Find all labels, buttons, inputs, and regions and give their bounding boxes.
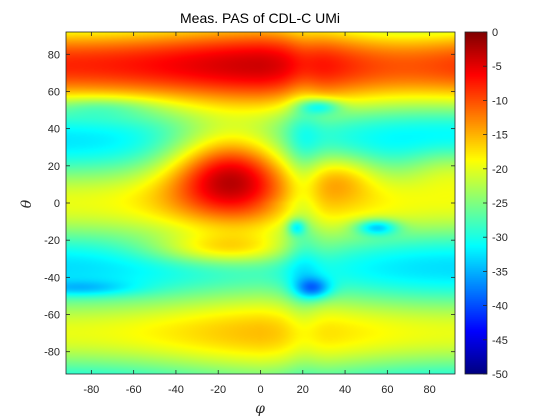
plot-area xyxy=(65,31,456,375)
colorbar-tick-label: -45 xyxy=(492,335,508,347)
colorbar-image xyxy=(465,32,487,374)
y-tick-label: -20 xyxy=(44,235,60,247)
y-tick-label: -40 xyxy=(44,272,60,284)
x-tick-label: 0 xyxy=(257,384,263,396)
colorbar-tick-label: -10 xyxy=(492,95,508,107)
x-axis-label: φ xyxy=(255,401,265,417)
y-tick-label: -60 xyxy=(44,310,60,322)
x-tick-label: -60 xyxy=(126,384,142,396)
x-axis: -80 -60 -40 -20 0 20 40 60 80 xyxy=(83,32,436,396)
colorbar-tick-label: -40 xyxy=(492,301,508,313)
x-tick-label: 60 xyxy=(381,384,393,396)
x-tick-label: 80 xyxy=(424,384,436,396)
colorbar-tick-label: -15 xyxy=(492,130,508,142)
colorbar-tick-label: -50 xyxy=(492,369,508,381)
x-tick-label: -40 xyxy=(168,384,184,396)
heatmap-image xyxy=(66,32,455,374)
colorbar-tick-label: -5 xyxy=(492,61,502,73)
x-tick-label: -20 xyxy=(210,384,226,396)
y-axis-label: θ xyxy=(19,199,35,208)
colorbar: 0 -5 -10 -15 -20 -25 -30 -35 -40 -45 -50 xyxy=(464,27,508,381)
x-tick-label: 20 xyxy=(297,384,309,396)
colorbar-tick-label: -35 xyxy=(492,266,508,278)
y-tick-label: 40 xyxy=(48,124,60,136)
chart-title: Meas. PAS of CDL-C UMi xyxy=(180,10,340,26)
colorbar-tick-label: -20 xyxy=(492,164,508,176)
colorbar-tick-label: -30 xyxy=(492,232,508,244)
y-tick-label: 20 xyxy=(48,161,60,173)
x-tick-label: -80 xyxy=(83,384,99,396)
y-tick-label: 0 xyxy=(54,198,60,210)
colorbar-tick-label: -25 xyxy=(492,198,508,210)
y-axis: -80 -60 -40 -20 0 20 40 60 80 xyxy=(44,49,455,359)
y-tick-label: -80 xyxy=(44,347,60,359)
y-tick-label: 60 xyxy=(48,86,60,98)
colorbar-ticks: 0 -5 -10 -15 -20 -25 -30 -35 -40 -45 -50 xyxy=(483,27,508,381)
y-tick-label: 80 xyxy=(48,49,60,61)
x-tick-label: 40 xyxy=(339,384,351,396)
colorbar-tick-label: 0 xyxy=(492,27,498,39)
